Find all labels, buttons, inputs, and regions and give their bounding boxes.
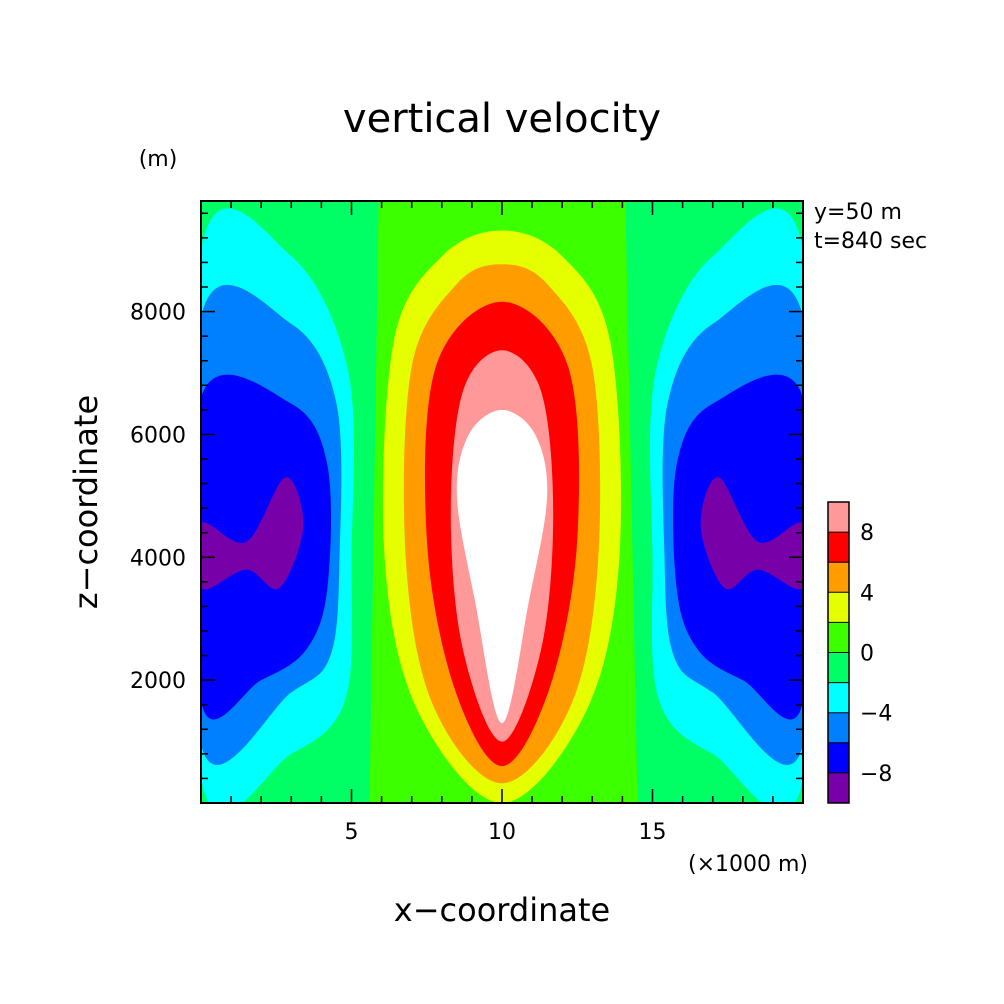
colorbar-swatch [828, 682, 849, 713]
colorbar-swatch [828, 712, 849, 743]
contour-white-core [456, 409, 548, 724]
x-unit-label: (×1000 m) [688, 852, 808, 877]
colorbar-label: −8 [860, 762, 892, 787]
x-axis-label: x−coordinate [394, 891, 610, 929]
annotation-t: t=840 sec [814, 229, 927, 254]
colorbar-swatch [828, 622, 849, 653]
colorbar-swatch [828, 532, 849, 563]
contour-regions [201, 201, 803, 803]
colorbar-swatch [828, 592, 849, 623]
plot-area [200, 200, 804, 804]
y-tick-labels: 2000 4000 6000 8000 [130, 301, 186, 695]
colorbar-label: −4 [860, 702, 892, 727]
plot-frame [200, 200, 804, 804]
colorbar-swatch [828, 562, 849, 593]
colorbar-swatch [828, 502, 849, 533]
colorbar-frame [827, 501, 850, 804]
y-ticks [201, 212, 803, 780]
x-tick-label: 5 [345, 820, 359, 845]
colorbar-swatch [828, 742, 849, 773]
colorbar-label: 0 [860, 642, 874, 667]
colorbar-swatch [828, 772, 849, 803]
colorbar-swatch [828, 652, 849, 683]
x-tick-label: 15 [639, 820, 667, 845]
x-ticks [230, 201, 774, 803]
colorbar-label: 4 [860, 581, 874, 606]
y-tick-label: 4000 [130, 546, 186, 571]
chart-title: vertical velocity [343, 96, 661, 142]
contour-purple-right [700, 477, 803, 590]
y-axis-label: z−coordinate [67, 395, 105, 609]
x-tick-labels: 5 10 15 [345, 820, 667, 845]
colorbar-labels: −8 −4 0 4 8 [860, 521, 892, 787]
annotation-y: y=50 m [814, 200, 902, 225]
y-tick-label: 8000 [130, 301, 186, 326]
x-tick-label: 10 [488, 820, 516, 845]
y-tick-label: 2000 [130, 669, 186, 694]
contour-purple-left [201, 477, 304, 590]
y-unit-label: (m) [139, 147, 178, 172]
colorbar [827, 501, 850, 804]
y-tick-label: 6000 [130, 423, 186, 448]
colorbar-label: 8 [860, 521, 874, 546]
